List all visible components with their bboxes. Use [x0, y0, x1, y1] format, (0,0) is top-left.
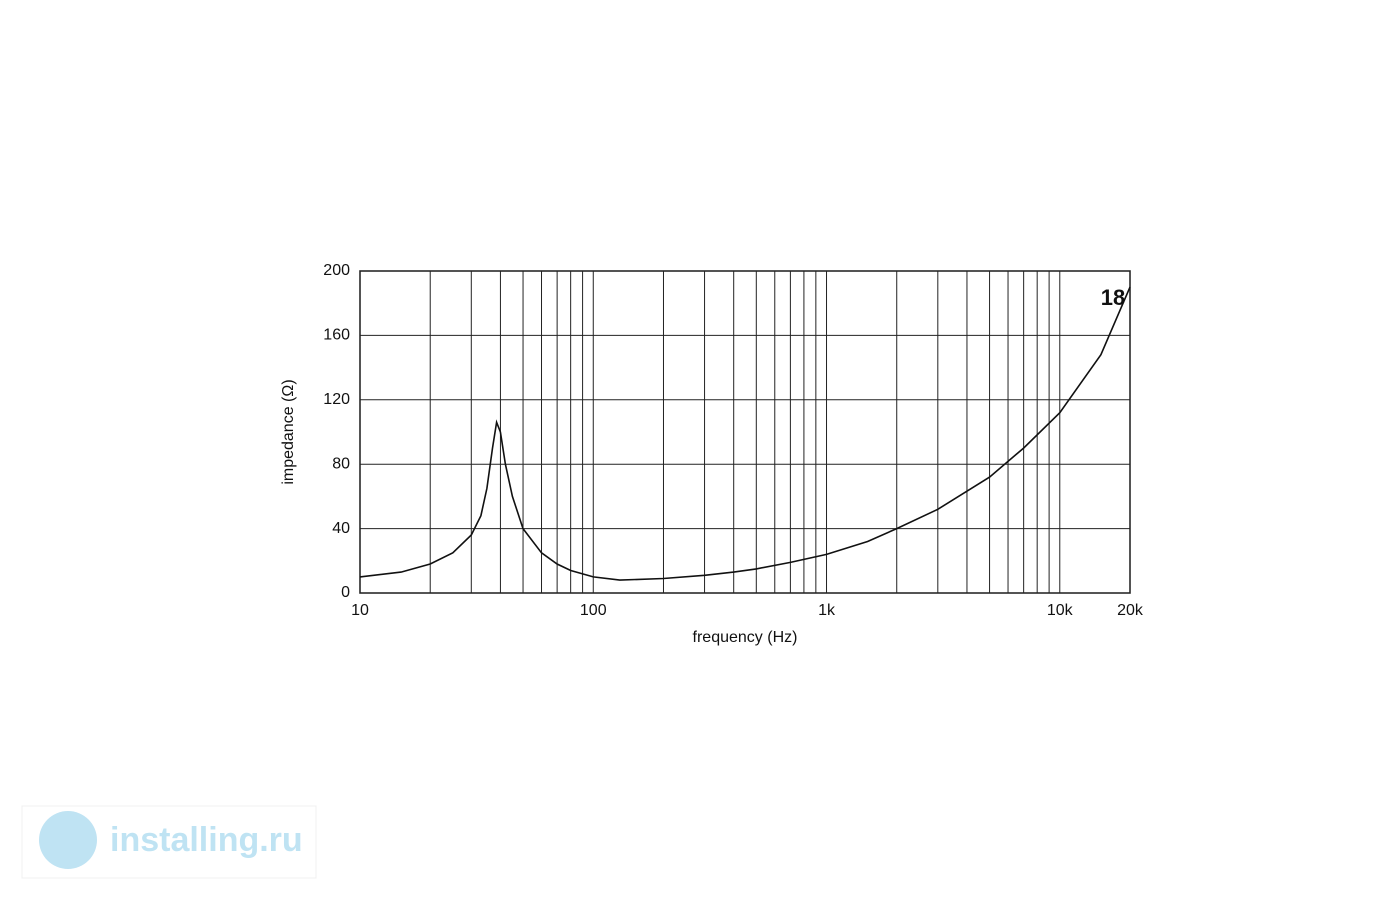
y-tick-label: 40 — [332, 520, 350, 537]
x-axis-label: frequency (Hz) — [693, 629, 798, 646]
y-axis-label: impedance (Ω) — [280, 379, 297, 484]
y-tick-label: 0 — [341, 584, 350, 601]
y-tick-label: 200 — [323, 262, 350, 279]
impedance-line — [359, 286, 1131, 581]
x-tick-label: 20k — [1117, 602, 1144, 619]
watermark-box: installing.ru — [21, 805, 317, 879]
watermark-icon — [39, 811, 97, 869]
watermark: installing.ru — [110, 821, 303, 859]
x-tick-label: 10 — [351, 602, 369, 619]
x-tick-label: 1k — [818, 602, 836, 619]
y-tick-label: 80 — [332, 455, 350, 472]
x-tick-label: 10k — [1047, 602, 1074, 619]
y-tick-label: 120 — [323, 391, 350, 408]
x-tick-label: 100 — [580, 602, 607, 619]
plot-frame — [359, 270, 1131, 594]
y-tick-label: 160 — [323, 327, 350, 344]
